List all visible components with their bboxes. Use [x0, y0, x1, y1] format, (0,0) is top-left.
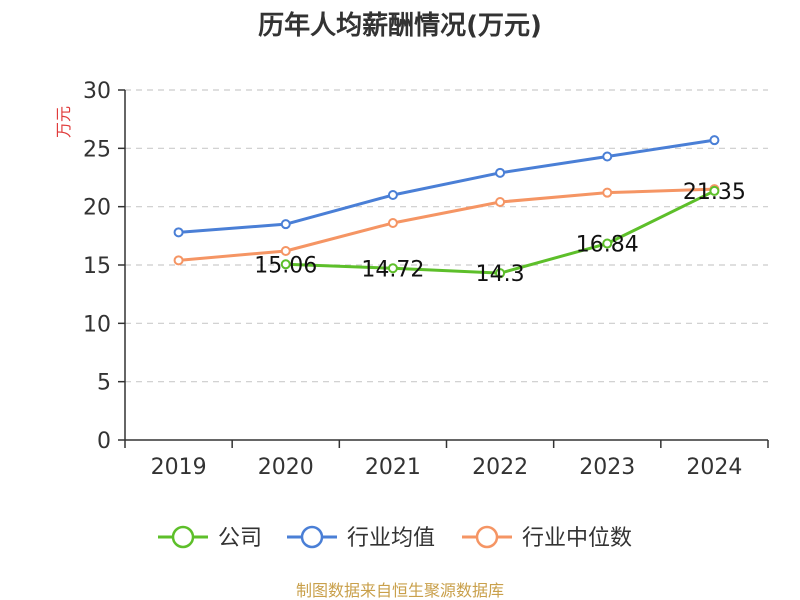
y-tick-label-25: 25 — [83, 137, 111, 162]
legend-label-1: 行业均值 — [347, 526, 435, 551]
y-tick-label-30: 30 — [83, 79, 111, 104]
data-label-2020: 15.06 — [254, 253, 317, 278]
data-label-2022: 14.3 — [476, 262, 525, 287]
point-0-2020 — [280, 259, 291, 270]
series-lines — [173, 135, 720, 279]
point-1-2019 — [173, 227, 184, 238]
legend-label-0: 公司 — [218, 526, 262, 551]
data-label-2024: 21.35 — [683, 180, 746, 205]
grid-lines — [125, 89, 768, 383]
y-tick-label-5: 5 — [97, 371, 111, 396]
axes: 0 5 10 15 20 25 30 2019 2020 2021 2022 2023 2024 — [83, 79, 769, 480]
point-2-2020 — [280, 246, 291, 256]
series-line-2 — [178, 187, 715, 262]
x-tick-label-2022: 2022 — [472, 455, 528, 480]
x-tick-label-2023: 2023 — [579, 455, 635, 480]
source-note: 制图数据来自恒生聚源数据库 — [296, 581, 504, 600]
x-tick-label-2020: 2020 — [258, 455, 314, 480]
y-tick-label-10: 10 — [83, 312, 111, 337]
y-axis-label: 万元 — [54, 106, 73, 138]
point-2-2022 — [495, 197, 506, 207]
point-0-2024 — [709, 185, 720, 196]
point-0-2023 — [602, 238, 613, 249]
point-2-2019 — [173, 255, 184, 266]
data-label-2023: 16.84 — [576, 233, 639, 258]
point-2-2023 — [602, 187, 613, 198]
legend-marker-1 — [300, 525, 324, 549]
chart-title: 历年人均薪酬情况(万元) — [258, 10, 542, 41]
point-1-2024 — [709, 135, 720, 146]
data-labels: 15.06 14.72 14.3 16.84 21.35 — [254, 180, 746, 287]
y-tick-label-20: 20 — [83, 196, 111, 221]
x-tick-label-2024: 2024 — [686, 455, 742, 480]
data-label-2021: 14.72 — [361, 257, 424, 282]
point-0-2022 — [495, 268, 506, 279]
point-1-2020 — [280, 219, 291, 230]
x-tick-label-2021: 2021 — [365, 455, 421, 480]
legend-marker-0 — [171, 525, 195, 549]
legend: 公司 行业均值 行业中位数 — [158, 525, 632, 551]
legend-marker-2 — [475, 525, 499, 549]
point-1-2023 — [602, 151, 613, 162]
point-0-2021 — [387, 263, 398, 274]
series-line-1 — [178, 138, 715, 234]
legend-label-2: 行业中位数 — [522, 526, 632, 551]
y-tick-label-15: 15 — [83, 254, 111, 279]
y-tick-label-0: 0 — [97, 429, 111, 454]
x-tick-label-2019: 2019 — [151, 455, 207, 480]
point-2-2021 — [387, 218, 398, 228]
point-1-2021 — [387, 190, 398, 200]
point-1-2022 — [495, 167, 506, 178]
